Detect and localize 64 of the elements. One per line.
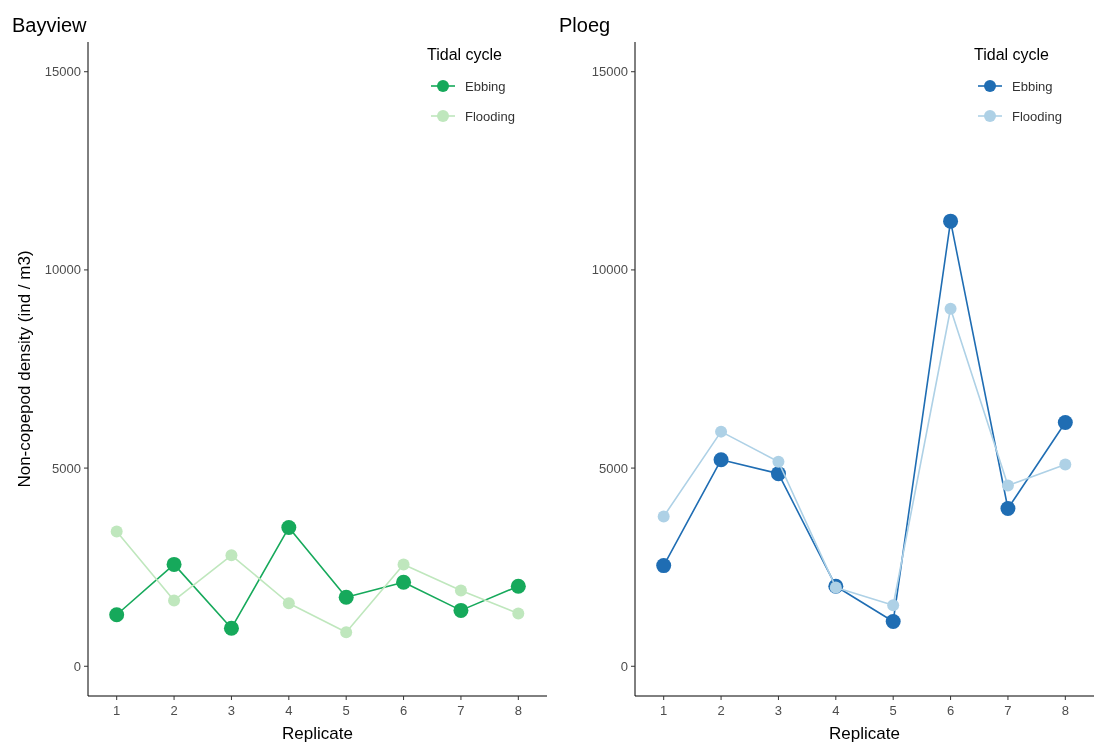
point xyxy=(223,620,239,636)
x-tick-label: 8 xyxy=(514,703,522,718)
y-axis-title: Non-copepod density (ind / m3) xyxy=(15,250,34,488)
point xyxy=(453,602,469,618)
legend-title: Tidal cycle xyxy=(974,46,1050,63)
legend-label: Flooding xyxy=(465,108,515,124)
chart-title: Bayview xyxy=(12,14,88,36)
point xyxy=(225,549,238,562)
point xyxy=(657,510,670,523)
y-tick-label: 10000 xyxy=(591,262,628,278)
point xyxy=(282,597,295,610)
y-tick-label: 0 xyxy=(73,658,81,674)
x-tick-label: 7 xyxy=(457,703,465,718)
point xyxy=(340,626,353,639)
point xyxy=(168,594,181,607)
chart-title: Ploeg xyxy=(559,14,611,36)
x-tick-label: 1 xyxy=(660,703,668,718)
x-tick-label: 3 xyxy=(774,703,783,718)
point xyxy=(397,558,410,571)
legend-label: Ebbing xyxy=(465,78,506,94)
point xyxy=(454,584,467,597)
y-tick-label: 5000 xyxy=(599,460,628,476)
x-axis-title: Replicate xyxy=(282,724,353,743)
point xyxy=(656,558,672,574)
point xyxy=(1059,458,1072,471)
point xyxy=(512,607,525,620)
y-tick-label: 15000 xyxy=(44,64,81,80)
point xyxy=(772,455,785,468)
point xyxy=(713,452,729,468)
x-tick-label: 5 xyxy=(889,703,897,718)
point xyxy=(943,213,959,229)
point xyxy=(110,525,123,538)
x-tick-label: 6 xyxy=(946,703,955,718)
x-tick-label: 3 xyxy=(227,703,236,718)
point xyxy=(510,578,526,594)
point xyxy=(1001,479,1014,492)
point xyxy=(1000,501,1016,517)
x-tick-label: 5 xyxy=(342,703,350,718)
point xyxy=(715,425,728,438)
x-tick-label: 2 xyxy=(717,703,725,718)
y-tick-label: 0 xyxy=(620,658,628,674)
legend-label: Flooding xyxy=(1012,108,1062,124)
point xyxy=(338,589,354,605)
x-tick-label: 1 xyxy=(113,703,121,718)
y-tick-label: 5000 xyxy=(52,460,81,476)
point xyxy=(885,613,901,629)
point xyxy=(166,556,182,572)
x-tick-label: 7 xyxy=(1004,703,1012,718)
point xyxy=(887,599,900,612)
y-tick-label: 15000 xyxy=(591,64,628,80)
y-tick-label: 10000 xyxy=(44,262,81,278)
x-tick-label: 6 xyxy=(399,703,408,718)
x-tick-label: 8 xyxy=(1061,703,1069,718)
x-tick-label: 4 xyxy=(285,703,293,718)
point xyxy=(396,574,412,590)
legend-label: Ebbing xyxy=(1012,78,1053,94)
x-axis-title: Replicate xyxy=(829,724,900,743)
point xyxy=(109,607,125,623)
legend-title: Tidal cycle xyxy=(427,46,503,63)
x-tick-label: 2 xyxy=(170,703,178,718)
point xyxy=(1057,415,1073,431)
x-tick-label: 4 xyxy=(832,703,840,718)
point xyxy=(281,520,297,536)
point xyxy=(944,302,957,315)
